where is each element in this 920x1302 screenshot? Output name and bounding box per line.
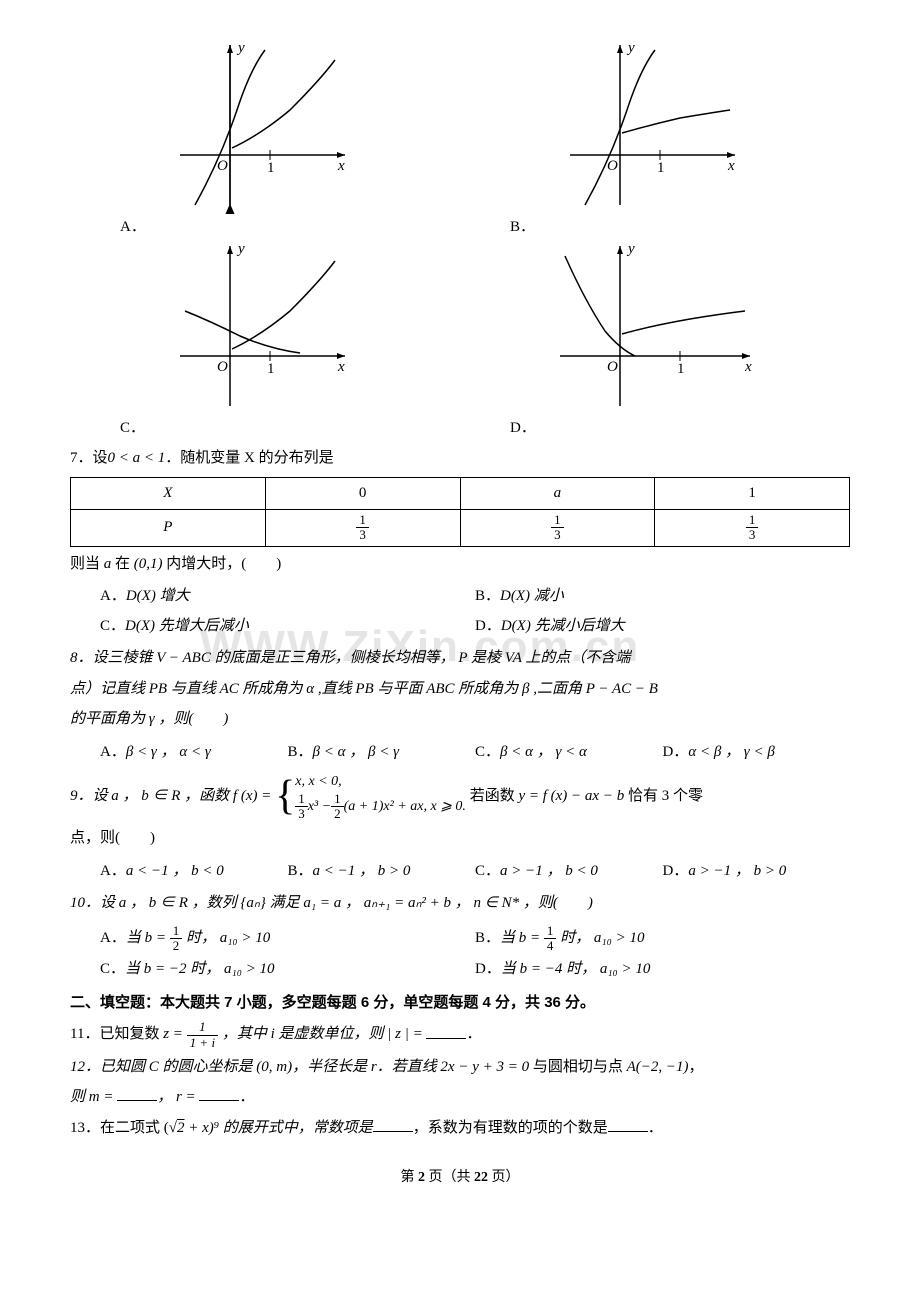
q9-opts: A．a < −1 ， b < 0 B．a < −1 ， b > 0 C．a > … bbox=[100, 857, 850, 887]
svg-text:O: O bbox=[607, 158, 618, 174]
svg-text:1: 1 bbox=[677, 361, 685, 377]
svg-text:1: 1 bbox=[267, 361, 275, 377]
q10: 10．设 a ， b ∈ R ，数列 {aₙ} 满足 a₁ = a ， aₙ₊₁… bbox=[70, 891, 850, 917]
q7-opts: A．D(X) 增大 B．D(X) 减小 C．D(X) 先增大后减小 D．D(X)… bbox=[100, 582, 850, 641]
opt-c-label: C． bbox=[120, 420, 145, 436]
opt-b-label: B． bbox=[510, 219, 535, 235]
svg-text:1: 1 bbox=[657, 160, 665, 176]
svg-text:y: y bbox=[236, 40, 245, 56]
graph-a-svg: y x O 1 bbox=[170, 40, 360, 215]
svg-text:y: y bbox=[626, 241, 635, 257]
q7-table: X 0 a 1 P 13 13 13 bbox=[70, 477, 850, 547]
q8-l1: 8．设三棱锥 V − ABC 的底面是正三角形，侧棱长均相等， P 是棱 VA … bbox=[70, 646, 850, 672]
q7: 7．设0 < a < 1．随机变量 X 的分布列是 bbox=[70, 446, 850, 472]
graph-d-svg: y x O 1 bbox=[550, 241, 760, 416]
page-content: y x O 1 A． y x O 1 B． bbox=[70, 40, 850, 1190]
q10-opts: A．当 b = 12 时， a₁₀ > 10 B．当 b = 14 时， a₁₀… bbox=[100, 922, 850, 985]
graph-b-svg: y x O 1 bbox=[560, 40, 750, 215]
svg-text:O: O bbox=[607, 359, 618, 375]
q8-l3: 的平面角为 γ ，则( ) bbox=[70, 707, 850, 733]
svg-text:x: x bbox=[337, 359, 345, 375]
q12-l2: 则 m = ， r = ． bbox=[70, 1085, 850, 1111]
graph-c-svg: y x O 1 bbox=[170, 241, 360, 416]
svg-text:x: x bbox=[337, 158, 345, 174]
q7-then: 则当 a 在 (0,1) 内增大时，( ) bbox=[70, 552, 850, 578]
graph-row-2: y x O 1 C． y x O 1 D． bbox=[70, 241, 850, 442]
svg-text:1: 1 bbox=[267, 160, 275, 176]
q12-l1: 12．已知圆 C 的圆心坐标是 (0, m)，半径长是 r．若直线 2x − y… bbox=[70, 1055, 850, 1081]
opt-a-label: A． bbox=[120, 219, 146, 235]
svg-text:y: y bbox=[626, 40, 635, 56]
svg-text:y: y bbox=[236, 241, 245, 257]
svg-text:O: O bbox=[217, 359, 228, 375]
section2: 二、填空题：本大题共 7 小题，多空题每题 6 分，单空题每题 4 分，共 36… bbox=[70, 990, 850, 1016]
q9: 9．设 a ， b ∈ R ，函数 f (x) = { x, x < 0, 13… bbox=[70, 772, 850, 821]
svg-text:x: x bbox=[727, 158, 735, 174]
graph-d: y x O 1 D． bbox=[460, 241, 850, 442]
q8-l2: 点）记直线 PB 与直线 AC 所成角为 α ,直线 PB 与平面 ABC 所成… bbox=[70, 677, 850, 703]
svg-text:x: x bbox=[744, 359, 752, 375]
graph-a: y x O 1 A． bbox=[70, 40, 460, 241]
q13: 13．在二项式 (√2 + x)⁹ 的展开式中，常数项是，系数为有理数的项的个数… bbox=[70, 1116, 850, 1142]
q8-opts: A．β < γ ， α < γ B．β < α ， β < γ C．β < α … bbox=[100, 738, 850, 768]
graph-b: y x O 1 B． bbox=[460, 40, 850, 241]
q9-l2: 点，则( ) bbox=[70, 826, 850, 852]
graph-c: y x O 1 C． bbox=[70, 241, 460, 442]
svg-text:O: O bbox=[217, 158, 228, 174]
opt-d-label: D． bbox=[510, 420, 536, 436]
footer: 第 2 页（共 22 页） bbox=[70, 1166, 850, 1190]
q11: 11．已知复数 z = 11 + i ，其中 i 是虚数单位，则 | z | =… bbox=[70, 1020, 850, 1050]
graph-row-1: y x O 1 A． y x O 1 B． bbox=[70, 40, 850, 241]
